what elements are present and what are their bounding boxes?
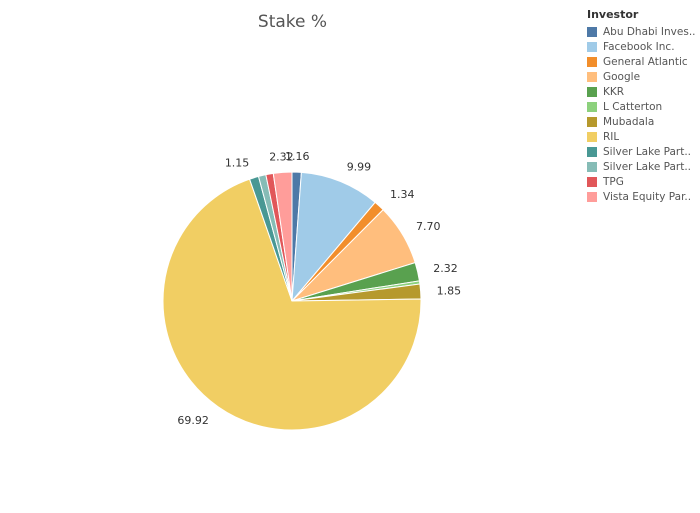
- pie-slice: [291, 171, 376, 303]
- legend-item[interactable]: General Atlantic: [587, 54, 700, 69]
- legend-label: TPG: [603, 175, 624, 188]
- legend-item[interactable]: KKR: [587, 84, 700, 99]
- legend-swatch: [587, 56, 597, 67]
- slice-value-label: 9.99: [347, 161, 372, 174]
- legend-label: L Catterton: [603, 100, 663, 113]
- slice-value-label: 1.15: [225, 156, 250, 169]
- legend-title: Investor: [587, 8, 639, 21]
- legend-item[interactable]: Vista Equity Par..: [587, 189, 700, 204]
- slice-value-label: 69.92: [177, 414, 209, 427]
- legend-item[interactable]: Mubadala: [587, 114, 700, 129]
- legend-item[interactable]: TPG: [587, 174, 700, 189]
- legend-item[interactable]: Abu Dhabi Inves..: [587, 24, 700, 39]
- legend-swatch: [587, 161, 597, 172]
- legend-item[interactable]: Silver Lake Part..: [587, 144, 700, 159]
- slice-value-label: 2.32: [269, 150, 294, 163]
- slice-value-label: 1.34: [390, 188, 415, 201]
- legend-swatch: [587, 41, 597, 52]
- slice-value-label: 1.16: [285, 150, 310, 163]
- legend-swatch: [587, 176, 597, 187]
- slice-value-label: 7.70: [416, 220, 441, 233]
- legend-swatch: [587, 146, 597, 157]
- legend-label: General Atlantic: [603, 55, 688, 68]
- legend-label: Mubadala: [603, 115, 655, 128]
- legend-label: Silver Lake Part..: [603, 145, 692, 158]
- legend-label: KKR: [603, 85, 625, 98]
- legend-label: Vista Equity Par..: [603, 190, 692, 203]
- legend-item[interactable]: RIL: [587, 129, 700, 144]
- legend: Investor Abu Dhabi Inves.. Facebook Inc. G…: [587, 8, 700, 204]
- legend-swatch: [587, 191, 597, 202]
- legend-label: Facebook Inc.: [603, 40, 675, 53]
- legend-label: Google: [603, 70, 641, 83]
- legend-label: Abu Dhabi Inves..: [603, 25, 696, 38]
- legend-swatch: [587, 71, 597, 82]
- legend-label: RIL: [603, 130, 620, 143]
- legend-swatch: [587, 101, 597, 112]
- legend-swatch: [587, 131, 597, 142]
- legend-item[interactable]: L Catterton: [587, 99, 700, 114]
- slice-value-label: 1.85: [437, 284, 462, 297]
- legend-item[interactable]: Google: [587, 69, 700, 84]
- legend-swatch: [587, 116, 597, 127]
- pie-slice: [162, 178, 422, 431]
- legend-swatch: [587, 86, 597, 97]
- pie-slice: [272, 171, 293, 302]
- legend-item[interactable]: Silver Lake Part..: [587, 159, 700, 174]
- legend-label: Silver Lake Part..: [603, 160, 692, 173]
- chart-title: Stake %: [257, 12, 328, 32]
- legend-item[interactable]: Facebook Inc.: [587, 39, 700, 54]
- legend-swatch: [587, 26, 597, 37]
- slice-value-label: 2.32: [433, 262, 458, 275]
